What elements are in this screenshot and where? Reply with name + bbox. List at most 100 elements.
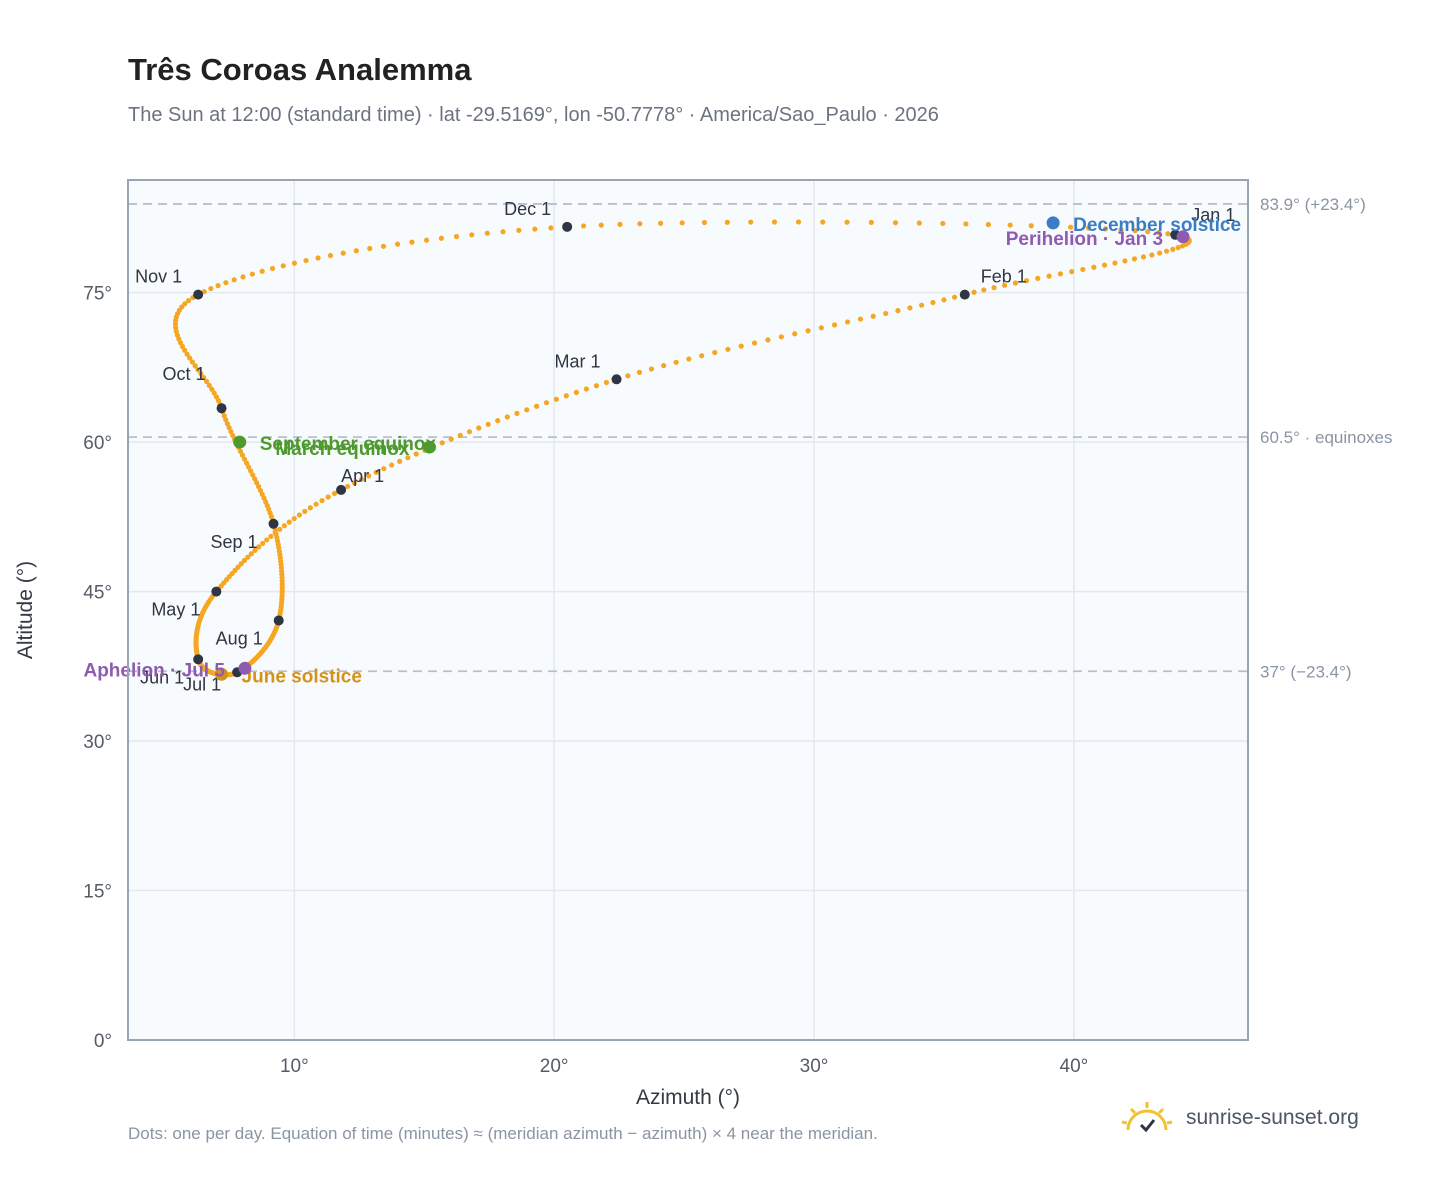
daily-dot [991,285,997,291]
daily-dot [857,316,864,322]
month-label: Nov 1 [135,267,182,287]
daily-dot [1035,275,1041,281]
daily-dot [679,220,685,226]
daily-dot [1012,280,1019,286]
month-point [562,221,573,232]
daily-dot [1046,273,1052,279]
daily-dot [389,462,395,468]
daily-dot [250,472,256,478]
month-point [268,518,279,529]
daily-dot [771,219,778,225]
event-label: June solstice [242,666,362,687]
daily-dot [778,334,784,340]
daily-dot [805,328,811,334]
daily-dot [351,480,358,486]
daily-dot [484,230,490,236]
event-point [238,661,252,675]
daily-dot [203,378,210,385]
daily-dot [254,480,260,486]
daily-dot [277,526,283,532]
daily-dot [1091,264,1097,270]
daily-dot [397,458,403,464]
daily-dot [469,232,475,238]
daily-dot [423,237,430,243]
daily-dot [245,554,251,560]
daily-dot [495,418,501,424]
daily-dot [260,540,266,547]
daily-dot [603,379,610,386]
daily-dot [252,547,258,553]
daily-dot [504,414,510,420]
daily-dot [198,371,204,377]
daily-dot [223,280,229,286]
y-tick-label: 60° [83,433,112,454]
month-point [216,403,227,414]
month-label: Sep 1 [210,532,257,552]
daily-dot [895,308,901,314]
daily-dot [259,268,265,274]
y-tick-label: 15° [83,882,112,903]
event-label: December solstice [1073,215,1241,236]
daily-dot [844,219,850,225]
daily-dot [514,410,520,416]
daily-dot [291,515,297,522]
daily-dot [457,432,463,439]
daily-dot [1140,254,1147,260]
daily-dot [543,400,550,406]
daily-dot [195,367,201,373]
brand[interactable]: sunrise-sunset.org [1118,1100,1359,1136]
event-label: September equinox [260,434,437,455]
daily-dot [303,257,309,264]
brand-name: sunrise-sunset.org [1186,1106,1359,1129]
daily-dot [331,490,338,497]
daily-dot [883,310,889,317]
month-point [211,586,222,597]
daily-dot [1132,228,1138,234]
y-tick-label: 75° [83,284,112,305]
daily-dot [224,421,231,427]
daily-dot [661,363,667,369]
daily-dot [213,394,220,400]
month-label: Apr 1 [341,466,384,486]
daily-dot [818,325,824,331]
daily-dot [256,544,262,550]
daily-dot [686,356,692,362]
month-point [273,615,284,626]
daily-dot [409,239,415,245]
daily-dot [319,497,325,504]
daily-dot [1179,243,1186,249]
daily-dot [1145,229,1151,235]
daily-dot [1086,225,1092,231]
x-axis-label: Azimuth (°) [636,1086,740,1109]
daily-dot [280,263,286,269]
event-label: March equinox [275,439,410,460]
daily-dot [235,564,241,570]
daily-dot [466,429,473,435]
event-point [233,435,247,449]
daily-dot [831,322,838,328]
daily-dot [930,299,936,306]
daily-dot [1165,231,1171,237]
daily-dot [184,351,190,357]
daily-dot [1028,223,1034,229]
x-tick-label: 30° [800,1056,829,1077]
daily-dot [533,403,540,409]
daily-dot [870,313,876,319]
daily-dot [248,468,254,474]
daily-dot [226,424,232,431]
daily-dot [593,383,600,389]
daily-dot [307,505,313,511]
daily-dot [179,343,186,350]
daily-dot [916,220,922,226]
reference-line-label: 83.9° (+23.4°) [1260,195,1366,214]
daily-dot [1067,224,1074,230]
daily-dot [673,359,679,365]
daily-dot [239,452,246,458]
daily-dot [448,436,454,442]
daily-dot [358,476,365,483]
daily-dot [598,222,604,228]
daily-dot [182,347,188,353]
daily-dot [699,353,705,359]
daily-dot [1175,245,1181,251]
daily-dot [231,277,237,283]
